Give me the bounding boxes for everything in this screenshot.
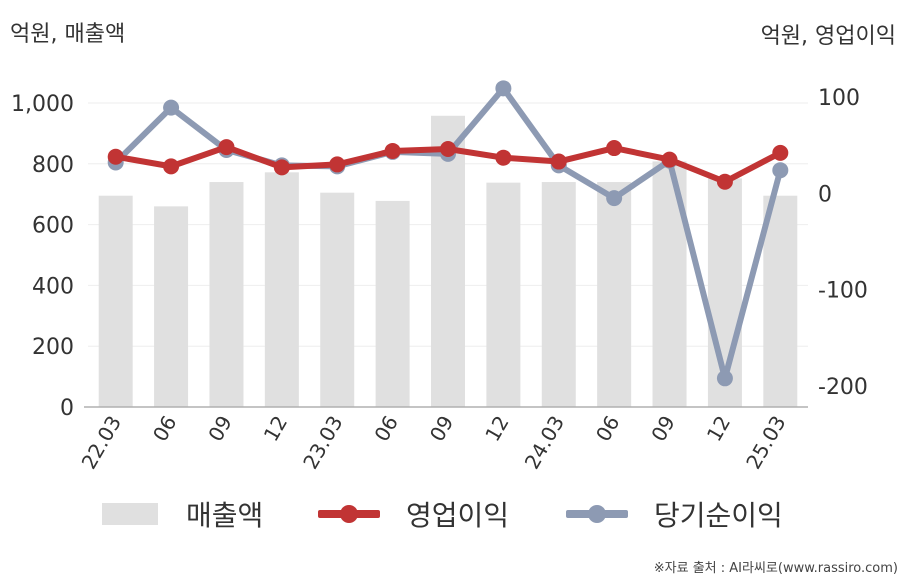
legend-revenue-swatch <box>102 503 158 525</box>
operating-profit-point <box>716 173 733 190</box>
net-income-point <box>495 80 512 97</box>
revenue-bar <box>264 172 299 407</box>
operating-profit-point <box>163 158 180 175</box>
x-tick-label: 09 <box>203 412 237 446</box>
x-tick-label: 06 <box>369 412 403 446</box>
right-tick-label: -100 <box>818 279 868 304</box>
x-tick-label: 12 <box>480 412 514 446</box>
revenue-bar <box>486 182 521 407</box>
source-note: ※자료 출처 : AI라씨로(www.rassiro.com) <box>653 561 898 576</box>
net-income-point <box>163 99 180 116</box>
operating-profit-point <box>495 149 512 166</box>
left-tick-label: 1,000 <box>11 92 74 117</box>
operating-profit-point <box>329 156 346 173</box>
operating-profit-point <box>107 148 124 165</box>
operating-profit-point <box>384 142 401 159</box>
operating-profit-point <box>440 141 456 158</box>
left-tick-label: 400 <box>32 274 74 299</box>
revenue-bar <box>154 206 189 407</box>
net-income-point <box>606 190 623 207</box>
left-tick-label: 800 <box>32 153 74 178</box>
revenue-bar <box>375 200 410 407</box>
legend-item-revenue: 매출액 <box>102 494 263 534</box>
operating-profit-point <box>550 153 567 170</box>
revenue-bar <box>320 192 355 407</box>
revenue-bar <box>763 195 798 407</box>
legend-item-operating-profit: 영업이익 <box>318 494 509 534</box>
left-axis-unit: 억원, 매출액 <box>10 22 126 47</box>
right-axis-unit: 억원, 영업이익 <box>760 24 896 49</box>
left-tick-label: 0 <box>60 396 74 421</box>
operating-profit-point <box>273 159 290 176</box>
revenue-bar <box>431 115 465 407</box>
x-tick-label: 22.03 <box>77 412 126 474</box>
right-tick-label: -200 <box>818 375 868 400</box>
legend-operating-profit-label: 영업이익 <box>406 499 510 532</box>
operating-profit-point <box>606 140 623 157</box>
revenue-bar <box>541 182 576 407</box>
x-tick-label: 09 <box>646 412 680 446</box>
x-tick-label: 06 <box>591 412 625 446</box>
legend-operating-profit-swatch <box>318 505 380 523</box>
legend-revenue-label: 매출액 <box>186 499 264 532</box>
right-tick-label: 100 <box>818 86 860 111</box>
operating-profit-point <box>661 151 678 168</box>
net-income-point <box>772 162 789 179</box>
x-tick-label: 09 <box>425 412 459 446</box>
revenue-bar <box>98 195 133 407</box>
x-tick-label: 12 <box>702 412 736 446</box>
left-tick-label: 200 <box>32 335 74 360</box>
operating-profit-point <box>218 139 235 156</box>
right-tick-label: 0 <box>818 182 832 207</box>
operating-profit-point <box>772 144 789 161</box>
legend-net-income-label: 당기순이익 <box>654 499 783 532</box>
x-tick-label: 06 <box>148 412 182 446</box>
x-tick-label: 25.03 <box>741 412 790 474</box>
x-tick-label: 12 <box>259 412 293 446</box>
legend-item-net-income: 당기순이익 <box>566 494 783 534</box>
left-tick-label: 600 <box>32 214 74 239</box>
legend-net-income-swatch <box>566 505 628 523</box>
x-tick-label: 23.03 <box>298 412 347 474</box>
x-tick-label: 24.03 <box>520 412 569 474</box>
net-income-point <box>716 370 733 387</box>
revenue-bar <box>209 182 244 407</box>
revenue-bar <box>597 182 632 407</box>
combo-chart: 0 200 400 600 800 1,000 -200 -100 0 100 22.03 06 09 1… <box>11 80 868 474</box>
